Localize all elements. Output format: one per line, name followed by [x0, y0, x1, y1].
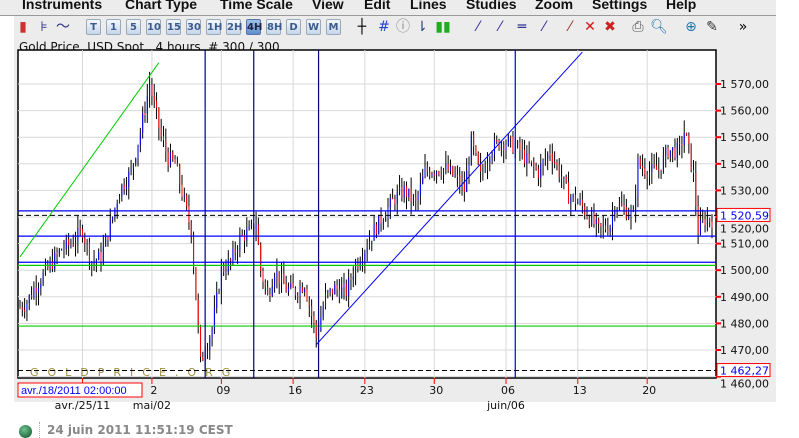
y-tick-label: 1 570,00: [720, 78, 769, 91]
timescale-10-button[interactable]: 10: [146, 19, 161, 35]
pin-icon[interactable]: ✎: [706, 19, 718, 35]
y-tick-label: 1 520,00: [720, 222, 769, 235]
x-month-label: mai/02: [133, 399, 171, 412]
zoom-in-icon[interactable]: ⊕: [685, 19, 697, 35]
last-price-label-box: [716, 207, 771, 222]
timescale-w-button[interactable]: W: [306, 19, 321, 35]
y-tick-label: 1 470,00: [720, 344, 769, 357]
draw-line-2-icon[interactable]: ⁄: [498, 19, 502, 35]
status-bar: [0, 420, 799, 438]
y-tick-label: 1 560,00: [720, 105, 769, 118]
grid-icon[interactable]: #: [378, 19, 390, 35]
timescale-8h-button[interactable]: 8H: [266, 19, 282, 35]
ohlc-bar-icon[interactable]: ⊧: [40, 19, 48, 35]
timescale-30-button[interactable]: 30: [186, 19, 201, 35]
cursor-time-box: [17, 382, 143, 398]
x-month-label: avr./25/11: [55, 399, 111, 412]
y-tick-label: 1 480,00: [720, 317, 769, 330]
timescale-2h-button[interactable]: 2H: [226, 19, 242, 35]
price-label-icon[interactable]: ⇂: [416, 19, 428, 35]
x-tick-label: 23: [360, 384, 374, 397]
y-tick-label: 1 550,00: [720, 131, 769, 144]
menu-bar: Instruments Chart Type Time Scale View Edit L…: [0, 0, 776, 16]
price-chart[interactable]: GOLDPRICE.ORG 1 460,00 1 470,00 1 480,00 1 4…: [0, 0, 799, 420]
menu-settings[interactable]: Settings: [592, 0, 648, 12]
y-tick-label: 1 540,00: [720, 158, 769, 171]
plot-area: [17, 49, 717, 379]
menu-time-scale[interactable]: Time Scale: [220, 0, 293, 12]
y-tick-label: 1 490,00: [720, 291, 769, 304]
menu-view[interactable]: View: [312, 0, 344, 12]
watermark-logo: GOLDPRICE.ORG: [30, 366, 239, 379]
menu-edit[interactable]: Edit: [364, 0, 391, 12]
crosshair-icon[interactable]: ┼: [357, 19, 367, 35]
timescale-d-button[interactable]: D: [286, 19, 301, 35]
x-tick-label: 2: [150, 384, 157, 397]
draw-line-3-icon[interactable]: ⁄: [542, 19, 546, 35]
timescale-5-button[interactable]: 5: [126, 19, 141, 35]
x-tick-label: 09: [216, 384, 230, 397]
status-timestamp: 24 juin 2011 11:51:19 CEST: [47, 423, 233, 437]
timescale-1-button[interactable]: 1: [106, 19, 121, 35]
timescale-t-button[interactable]: T: [86, 19, 101, 35]
line-chart-icon[interactable]: 〜: [56, 19, 70, 35]
overflow-icon[interactable]: »: [738, 19, 748, 35]
menu-lines[interactable]: Lines: [410, 0, 447, 12]
cursor-time-label: avr./18/2011 02:00:00: [21, 385, 127, 397]
delete-all-icon[interactable]: ✖: [604, 19, 616, 35]
menu-help[interactable]: Help: [666, 0, 697, 12]
y-tick-label: 1 500,00: [720, 264, 769, 277]
info-icon[interactable]: ⓘ: [396, 19, 410, 35]
y-tick-label: 1 530,00: [720, 184, 769, 197]
trendline: [315, 51, 583, 346]
low-price-label-box: [716, 363, 771, 378]
low-price-label: 1 462,27: [720, 365, 769, 378]
timescale-m-button[interactable]: M: [326, 19, 341, 35]
status-divider: [39, 422, 40, 438]
x-tick-label: 30: [429, 384, 443, 397]
print-icon[interactable]: ⎙: [632, 19, 644, 35]
volume-icon[interactable]: ▮▮: [435, 19, 451, 35]
timescale-4h-button[interactable]: 4H: [246, 19, 262, 35]
menu-zoom[interactable]: Zoom: [535, 0, 574, 12]
delete-icon[interactable]: ✕: [584, 19, 596, 35]
y-tick-label: 1 510,00: [720, 238, 769, 251]
delete-line-icon[interactable]: ⁄: [568, 19, 572, 35]
x-tick-label: 06: [501, 384, 515, 397]
toolbar: ▮ ⊧ 〜 ┼ # ⓘ ⇂ ▮▮ ⁄ ⁄ ═ ⁄ ⁄ ✕ ✖ ⎙ 🔍︎ ⊕ ✎» T 1 5 10 15 30 1H 2H 4H 8H D…: [14, 16, 776, 40]
candlestick-icon[interactable]: ▮: [19, 19, 27, 35]
last-price-label: 1 520,59: [720, 209, 769, 222]
print-preview-icon[interactable]: 🔍︎: [650, 19, 668, 35]
x-tick-label: 13: [573, 384, 587, 397]
x-tick-label: 16: [288, 384, 302, 397]
connection-status-icon: [19, 425, 32, 438]
horizontal-line-icon[interactable]: ═: [517, 19, 527, 35]
timescale-1h-button[interactable]: 1H: [206, 19, 222, 35]
menu-instruments[interactable]: Instruments: [22, 0, 103, 12]
y-tick-label: 1 460,00: [720, 378, 769, 391]
menu-studies[interactable]: Studies: [466, 0, 517, 12]
timescale-15-button[interactable]: 15: [166, 19, 181, 35]
draw-line-icon[interactable]: ⁄: [476, 19, 480, 35]
x-tick-label: 20: [642, 384, 656, 397]
trendline: [19, 62, 160, 258]
x-month-label: juin/06: [486, 399, 525, 412]
menu-chart-type[interactable]: Chart Type: [125, 0, 198, 12]
plot-layer: GOLDPRICE.ORG: [18, 50, 716, 379]
